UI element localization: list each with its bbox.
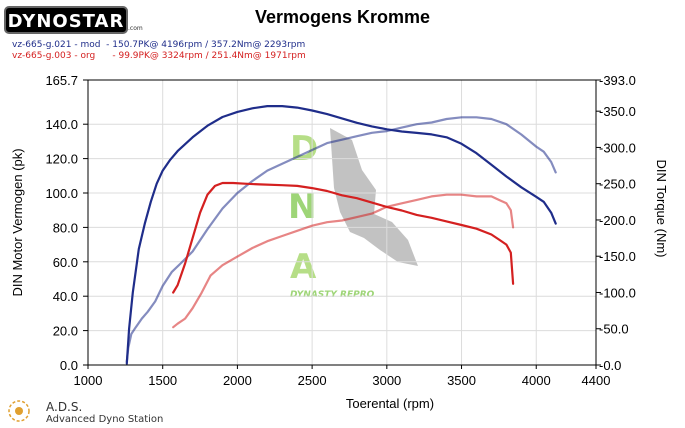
y2-tick-label: -250.0 [599, 177, 636, 192]
chart-grid [88, 80, 596, 365]
watermark-wolf-shape [330, 128, 418, 266]
series-line-2 [172, 193, 515, 329]
y2-tick-label: -0.0 [599, 358, 621, 373]
series-2 [172, 193, 515, 329]
dynostar-logo: DYNOSTAR [4, 6, 128, 34]
y2-tick-label: -350.0 [599, 104, 636, 119]
y-tick-label: 100.0 [45, 186, 78, 201]
y-tick-label: 40.0 [53, 289, 78, 304]
x-tick-label: 3500 [447, 373, 476, 388]
y-tick-label: 80.0 [53, 220, 78, 235]
x-axis-label: Toerental (rpm) [346, 396, 434, 411]
series-line-1 [125, 104, 557, 365]
plot-frame [87, 79, 597, 366]
y-tick-label: 165.7 [45, 73, 78, 88]
series-line-0 [125, 116, 557, 363]
dynostar-logo-sub: .com [128, 25, 143, 32]
x-tick-label: 1000 [74, 373, 103, 388]
series-1 [125, 104, 557, 365]
ads-brand-full: Advanced Dyno Station [46, 414, 164, 425]
chart-labels: 1000 1500 2000 2500 3000 3500 4000 4400 0.0 20.0 4… [10, 73, 669, 411]
y2-tick-label: -100.0 [599, 285, 636, 300]
chart-title: Vermogens Kromme [254, 7, 431, 27]
x-tick-label: 3000 [372, 373, 401, 388]
run-label-org: vz-665-g.003 - org - 99.9PK@ 3324rpm / 2… [12, 51, 306, 61]
y2-tick-label: -200.0 [599, 213, 636, 228]
y2-tick-label: -150.0 [599, 249, 636, 264]
y-tick-label: 20.0 [53, 324, 78, 339]
ads-logo-icon [8, 400, 30, 422]
series-0 [125, 116, 557, 363]
dynasty-repro-watermark: D N A DYNASTY REPRO [288, 128, 418, 300]
x-tick-label: 4400 [582, 373, 611, 388]
y-tick-label: 120.0 [45, 152, 78, 167]
y-tick-label: 140.0 [45, 117, 78, 132]
x-tick-label: 2500 [298, 373, 327, 388]
ads-brand: A.D.S. [46, 400, 83, 414]
chart-axes [83, 79, 601, 369]
series-line-3 [172, 181, 515, 294]
x-tick-label: 4000 [522, 373, 551, 388]
y-tick-label: 0.0 [60, 358, 78, 373]
watermark-text: DYNASTY REPRO [290, 290, 375, 300]
y2-tick-label: -393.0 [599, 73, 636, 88]
x-tick-label: 2000 [223, 373, 252, 388]
y-tick-label: 60.0 [53, 255, 78, 270]
y2-tick-label: -50.0 [599, 322, 629, 337]
watermark-letter-a: A [290, 247, 317, 287]
chart-series [125, 104, 557, 365]
y2-axis-label: DIN Torque (Nm) [654, 159, 669, 257]
run-label-mod: vz-665-g.021 - mod - 150.7PK@ 4196rpm / … [12, 40, 306, 50]
y2-tick-label: -300.0 [599, 140, 636, 155]
x-tick-label: 1500 [148, 373, 177, 388]
series-3 [172, 181, 515, 294]
y-axis-label: DIN Motor Vermogen (pk) [10, 148, 25, 296]
